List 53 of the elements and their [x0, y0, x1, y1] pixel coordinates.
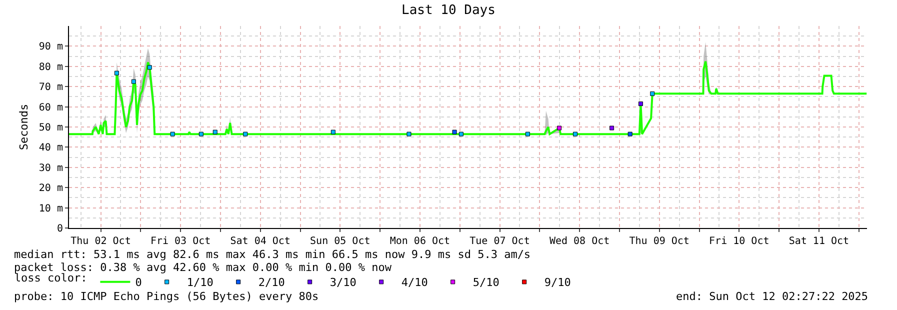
x-tick-label: Tue 07 Oct [470, 236, 530, 247]
point [525, 132, 530, 136]
x-tick-label: Mon 06 Oct [390, 236, 450, 247]
point [212, 130, 218, 134]
x-tick-label: Fri 10 Oct [709, 236, 770, 247]
x-tick-label: Fri 03 Oct [150, 236, 211, 247]
point [406, 132, 412, 136]
text: end: Sun Oct 12 02:27:22 2025 [676, 290, 868, 303]
point [557, 126, 562, 130]
point [610, 126, 614, 130]
x-tick-label: Thu 09 Oct [629, 236, 690, 247]
y-tick-label: 50 m [38, 122, 63, 134]
legend-label: 5/10 [472, 276, 500, 290]
point [650, 91, 655, 96]
x-tick-label: Sat 11 Oct [788, 236, 850, 247]
y-tick-label: 0 [56, 224, 63, 234]
y-tick-label: 80 m [38, 62, 63, 73]
point [628, 132, 632, 136]
point [198, 132, 204, 136]
text: median rtt: 53.1 ms avg 82.6 ms max 46.3 ms min 66.5 ms now 9.9 ms sd 5.3 am/s [14, 248, 531, 261]
y-tick-label: 20 m [38, 183, 63, 194]
x-tick-label: Sat 04 Oct [230, 236, 290, 247]
legend-label: 3/10 [330, 276, 356, 290]
text: packet loss: 0.38 % avg 42.60 % max 0.00 % min 0.00 % now [14, 261, 392, 274]
point [131, 79, 136, 84]
legend-label: 9/10 [544, 276, 571, 290]
chart-title: Last 10 Days [402, 2, 496, 18]
y-tick-label: 60 m [38, 102, 63, 114]
point [147, 65, 152, 70]
legend-label: 4/10 [401, 276, 428, 290]
y-tick-label: 70 m [38, 82, 63, 94]
x-tick-label: Wed 08 Oct [549, 236, 610, 247]
y-tick-label: 40 m [38, 142, 63, 154]
y-axis-title: Seconds [18, 104, 31, 150]
y-tick-label: 10 m [38, 203, 63, 214]
point [458, 132, 464, 136]
legend-label: 2/10 [258, 276, 285, 290]
point [114, 70, 119, 76]
legend-label: 0 [135, 276, 142, 290]
x-tick-label: Thu 02 Oct [70, 236, 131, 247]
y-tick-label: 90 m [38, 42, 63, 53]
legend-title: loss color: [14, 272, 88, 285]
point [452, 130, 457, 134]
point [572, 132, 578, 136]
point [330, 130, 336, 134]
legend-label: 1/10 [186, 276, 214, 290]
point [243, 132, 248, 136]
x-tick-label: Sun 05 Oct [310, 236, 370, 247]
point [170, 132, 175, 136]
y-tick-label: 30 m [38, 162, 63, 174]
text: probe: 10 ICMP Echo Pings (56 Bytes) every 80s [14, 290, 319, 303]
line-series [69, 60, 867, 136]
point [638, 102, 643, 106]
